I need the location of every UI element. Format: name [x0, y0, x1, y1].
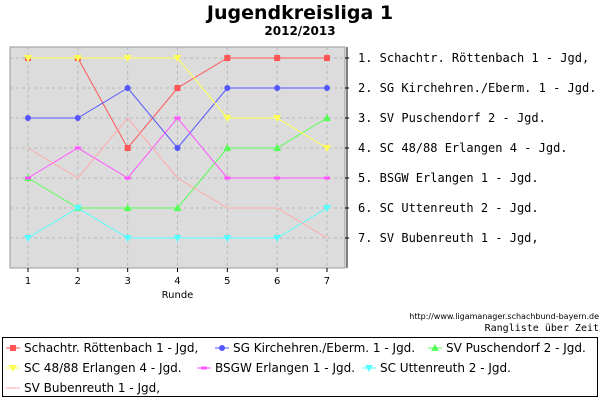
rank-labels: 1. Schachtr. Röttenbach 1 - Jgd, 2. SG Ki… — [358, 51, 596, 245]
data-point — [322, 205, 331, 212]
rank-label: 3. SV Puschendorf 2 - Jgd. — [358, 111, 546, 125]
rank-label: 1. Schachtr. Röttenbach 1 - Jgd, — [358, 51, 589, 65]
data-point — [25, 115, 31, 121]
series-2 — [25, 85, 330, 151]
legend-label: SC 48/88 Erlangen 4 - Jgd. — [24, 361, 182, 375]
x-tick-label: 4 — [174, 276, 180, 287]
data-point — [224, 85, 231, 91]
data-point — [201, 366, 207, 370]
data-point — [123, 204, 132, 211]
data-point — [124, 176, 131, 180]
legend-item: SG Kirchehren./Eberm. 1 - Jgd. — [215, 341, 415, 355]
legend-item: SC 48/88 Erlangen 4 - Jgd. — [6, 361, 182, 375]
data-point — [174, 145, 181, 151]
legend-label: SV Bubenreuth 1 - Jgd, — [24, 381, 160, 395]
data-point — [174, 85, 181, 91]
data-point — [274, 176, 281, 180]
data-point — [274, 55, 281, 61]
legend-box — [2, 337, 598, 397]
data-point — [123, 55, 132, 62]
data-point — [365, 365, 373, 372]
data-point — [9, 365, 17, 372]
data-point — [74, 115, 81, 121]
legend-item: BSGW Erlangen 1 - Jgd. — [197, 361, 355, 375]
legend-label: BSGW Erlangen 1 - Jgd. — [215, 361, 355, 375]
x-axis-label: Runde — [162, 290, 194, 301]
series-5 — [25, 116, 330, 180]
x-tick-label: 5 — [224, 276, 230, 287]
series-6 — [24, 205, 331, 242]
data-point — [219, 345, 225, 351]
legend: Schachtr. Röttenbach 1 - Jgd, SG Kirchehr… — [2, 337, 598, 397]
legend-label: SV Puschendorf 2 - Jgd. — [446, 341, 586, 355]
data-point — [273, 144, 282, 151]
chart-subtitle: 2012/2013 — [264, 24, 335, 38]
data-point — [322, 114, 331, 121]
data-point — [173, 204, 182, 211]
x-tick-label: 1 — [25, 276, 31, 287]
legend-item: SV Puschendorf 2 - Jgd. — [428, 341, 586, 355]
data-point — [74, 146, 81, 150]
data-point — [123, 235, 132, 242]
data-point — [24, 235, 32, 242]
rank-label: 2. SG Kirchehren./Eberm. 1 - Jgd. — [358, 81, 596, 95]
rank-label: 4. SC 48/88 Erlangen 4 - Jgd. — [358, 141, 568, 155]
series-4 — [24, 55, 331, 152]
data-point — [273, 235, 282, 242]
footer-note: Rangliste über Zeit — [485, 323, 599, 334]
data-point — [224, 176, 231, 180]
x-tick-label: 3 — [124, 276, 130, 287]
data-point — [323, 55, 330, 61]
plot-area: 1 2 3 4 5 6 7 Runde — [9, 46, 349, 301]
data-point — [223, 235, 232, 242]
data-point — [124, 145, 131, 151]
rank-label: 6. SC Uttenreuth 2 - Jgd. — [358, 201, 539, 215]
data-point — [274, 85, 281, 91]
legend-item: SV Bubenreuth 1 - Jgd, — [6, 381, 160, 395]
data-point — [24, 55, 32, 62]
data-point — [10, 345, 16, 351]
series-7 — [27, 117, 328, 239]
data-point — [124, 85, 131, 91]
rank-label: 7. SV Bubenreuth 1 - Jgd, — [358, 231, 539, 245]
chart-title: Jugendkreisliga 1 — [205, 2, 393, 24]
legend-label: SG Kirchehren./Eberm. 1 - Jgd. — [233, 341, 415, 355]
rank-label: 5. BSGW Erlangen 1 - Jgd. — [358, 171, 539, 185]
data-point — [173, 55, 182, 62]
data-point — [323, 176, 330, 180]
x-tick-label: 6 — [274, 276, 280, 287]
data-point — [174, 116, 181, 120]
data-point — [224, 55, 231, 61]
data-point — [73, 205, 82, 212]
legend-item: Schachtr. Röttenbach 1 - Jgd, — [6, 341, 198, 355]
legend-label: SC Uttenreuth 2 - Jgd. — [380, 361, 511, 375]
data-point — [223, 144, 232, 151]
data-point — [173, 235, 182, 242]
x-tick-label: 7 — [324, 276, 330, 287]
x-tick-label: 2 — [75, 276, 81, 287]
data-point — [323, 85, 330, 91]
source-url: http://www.ligamanager.schachbund-bayern… — [409, 312, 599, 321]
data-point — [223, 115, 232, 122]
data-point — [431, 344, 439, 351]
data-point — [25, 176, 31, 180]
data-point — [273, 115, 282, 122]
data-point — [73, 55, 82, 62]
legend-label: Schachtr. Röttenbach 1 - Jgd, — [24, 341, 198, 355]
data-point — [322, 145, 331, 152]
legend-item: SC Uttenreuth 2 - Jgd. — [362, 361, 511, 375]
